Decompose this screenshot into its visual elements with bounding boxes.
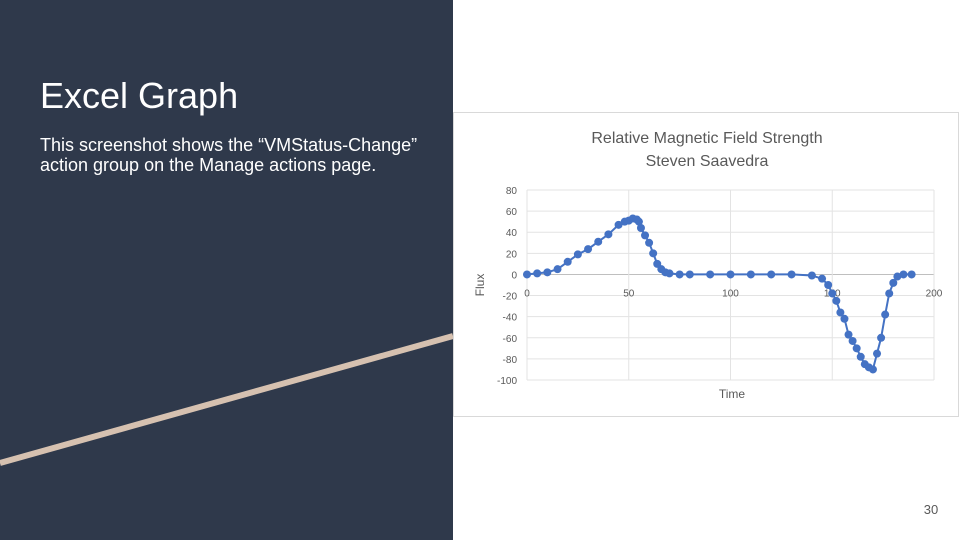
data-point	[533, 269, 542, 278]
data-point	[824, 281, 833, 289]
y-tick-label: 60	[506, 207, 518, 218]
y-tick-label: -60	[503, 334, 518, 345]
data-point	[649, 249, 658, 258]
y-tick-label: 80	[506, 186, 518, 197]
data-point	[594, 237, 603, 246]
x-axis-label: Time	[719, 387, 746, 401]
slide-title: Excel Graph	[40, 75, 239, 116]
data-point	[614, 220, 623, 229]
y-tick-label: -20	[503, 292, 518, 303]
gridlines	[526, 189, 935, 381]
left-panel	[0, 0, 453, 540]
data-point	[832, 296, 841, 305]
data-point	[856, 352, 865, 361]
data-point	[889, 278, 898, 287]
data-point	[641, 231, 650, 240]
data-point	[584, 245, 593, 254]
data-point	[873, 349, 882, 358]
y-tick-label: -100	[497, 376, 517, 387]
slide-body: This screenshot shows the “VMStatus-Chan…	[40, 135, 418, 175]
data-point	[726, 270, 735, 279]
chart-title: Relative Magnetic Field Strength	[591, 130, 822, 147]
data-point	[645, 238, 654, 247]
data-point	[665, 269, 674, 278]
data-point	[881, 310, 890, 319]
scatter-chart: Relative Magnetic Field Strength Steven …	[473, 130, 943, 401]
data-point	[818, 274, 827, 283]
data-point	[706, 270, 715, 279]
data-point	[844, 330, 853, 339]
y-tick-label: 20	[506, 249, 518, 260]
data-point	[573, 250, 582, 259]
data-point	[852, 344, 861, 353]
data-point	[685, 270, 694, 279]
data-point	[563, 257, 572, 266]
data-point	[828, 289, 837, 298]
data-point	[636, 224, 645, 232]
data-point	[907, 270, 916, 279]
chart-subtitle: Steven Saavedra	[646, 153, 769, 170]
data-point	[767, 270, 776, 279]
data-point	[899, 270, 908, 279]
data-point	[885, 289, 894, 298]
page-number: 30	[923, 502, 939, 517]
data-point	[634, 217, 643, 226]
x-tick-label: 200	[926, 288, 943, 299]
data-point	[523, 270, 531, 279]
y-tick-label: 40	[506, 228, 518, 239]
data-point	[807, 271, 816, 280]
data-point	[836, 308, 845, 317]
data-point	[553, 265, 562, 274]
data-point	[746, 270, 755, 279]
y-axis-label: Flux	[473, 274, 487, 297]
x-tick-label: 0	[524, 288, 530, 299]
data-series	[523, 214, 916, 374]
data-point	[877, 333, 886, 342]
chart-frame: Relative Magnetic Field Strength Steven …	[453, 112, 959, 417]
data-point	[675, 270, 684, 279]
data-point	[848, 336, 857, 345]
data-point	[893, 272, 902, 281]
x-tick-label: 50	[623, 288, 635, 299]
x-tick-label: 100	[722, 288, 739, 299]
y-tick-label: -80	[503, 355, 518, 366]
data-point	[787, 270, 796, 279]
y-tick-label: -40	[503, 313, 518, 324]
data-point	[868, 365, 877, 374]
y-tick-label: 0	[511, 270, 517, 281]
data-point	[543, 268, 552, 277]
data-point	[840, 314, 849, 323]
accent-line	[0, 333, 453, 466]
data-point	[604, 230, 613, 239]
